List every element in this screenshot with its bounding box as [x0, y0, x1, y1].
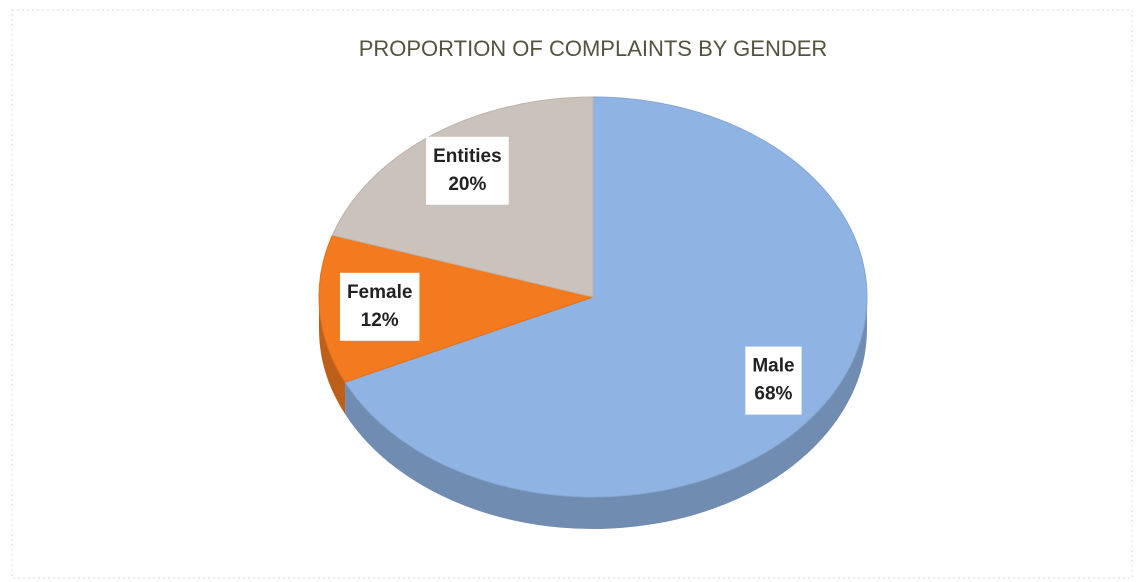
data-label-box — [426, 136, 509, 205]
data-label-value: 68% — [754, 384, 792, 405]
data-label-category: Entities — [433, 146, 502, 167]
pie-slice — [344, 96, 868, 498]
data-label-category: Male — [752, 356, 794, 377]
data-label-box — [745, 346, 802, 415]
chart-title: PROPORTION OF COMPLAINTS BY GENDER — [359, 36, 828, 61]
data-label-value: 12% — [361, 310, 399, 331]
data-label-category: Female — [347, 282, 412, 303]
pie-slice-side — [345, 297, 867, 529]
data-label-box — [339, 272, 420, 341]
pie-slice-side — [319, 297, 346, 415]
data-label-value: 20% — [448, 174, 486, 195]
pie-slice — [318, 234, 595, 383]
